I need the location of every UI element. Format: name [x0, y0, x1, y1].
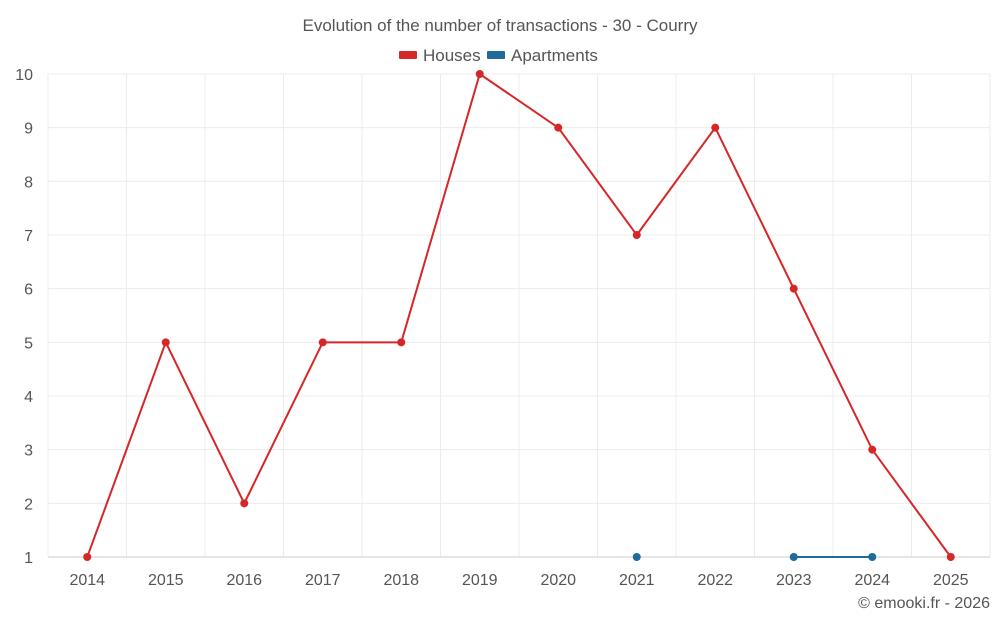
x-tick-label: 2025: [933, 572, 969, 589]
x-tick-label: 2021: [619, 572, 655, 589]
x-tick-label: 2014: [69, 572, 105, 589]
legend-swatch: [487, 51, 505, 59]
y-tick-label: 2: [24, 496, 33, 513]
data-point[interactable]: [475, 70, 484, 78]
x-tick-label: 2016: [226, 572, 262, 589]
y-tick-label: 4: [24, 389, 33, 406]
y-tick-label: 8: [24, 174, 33, 191]
y-tick-label: 7: [24, 228, 33, 245]
y-tick-label: 5: [24, 335, 33, 352]
data-point[interactable]: [711, 123, 720, 132]
chart-title: Evolution of the number of transactions …: [303, 16, 698, 35]
credit-text: © emooki.fr - 2026: [858, 595, 990, 612]
x-tick-label: 2015: [148, 572, 184, 589]
legend-label: Houses: [423, 46, 481, 65]
data-point[interactable]: [632, 553, 641, 561]
series-layer: [83, 70, 955, 561]
y-axis: 1 2 3 4 5 6 7 8 9 10: [15, 67, 33, 567]
x-tick-label: 2018: [383, 572, 419, 589]
data-point[interactable]: [868, 553, 877, 561]
data-point[interactable]: [868, 445, 877, 454]
data-point[interactable]: [632, 231, 641, 239]
data-point[interactable]: [83, 553, 92, 561]
data-point[interactable]: [554, 123, 563, 132]
data-point[interactable]: [397, 338, 406, 347]
data-point[interactable]: [946, 553, 955, 561]
legend: Houses Apartments: [399, 46, 598, 65]
y-tick-label: 10: [15, 67, 33, 84]
x-tick-label: 2023: [776, 572, 812, 589]
y-tick-label: 6: [24, 282, 33, 299]
legend-label: Apartments: [511, 46, 598, 65]
gridlines: [47, 73, 991, 558]
series-line: [86, 72, 952, 558]
legend-swatch: [399, 51, 417, 59]
legend-item-apartments[interactable]: Apartments: [487, 46, 598, 65]
data-point[interactable]: [161, 338, 170, 347]
y-tick-label: 9: [24, 121, 33, 138]
x-tick-label: 2024: [854, 572, 890, 589]
x-tick-label: 2019: [462, 572, 498, 589]
data-point[interactable]: [240, 499, 249, 508]
data-point[interactable]: [789, 553, 798, 561]
data-point[interactable]: [318, 338, 327, 347]
y-tick-label: 1: [24, 550, 33, 567]
x-tick-label: 2022: [697, 572, 733, 589]
series-houses: [83, 70, 955, 561]
y-tick-label: 3: [24, 443, 33, 460]
x-tick-label: 2020: [540, 572, 576, 589]
data-point[interactable]: [789, 284, 798, 293]
x-tick-label: 2017: [305, 572, 341, 589]
x-axis: 2014 2015 2016 2017 2018 2019 2020 2021 2022 2023…: [48, 556, 990, 589]
legend-item-houses[interactable]: Houses: [399, 46, 481, 65]
series-apartments: [632, 553, 877, 561]
